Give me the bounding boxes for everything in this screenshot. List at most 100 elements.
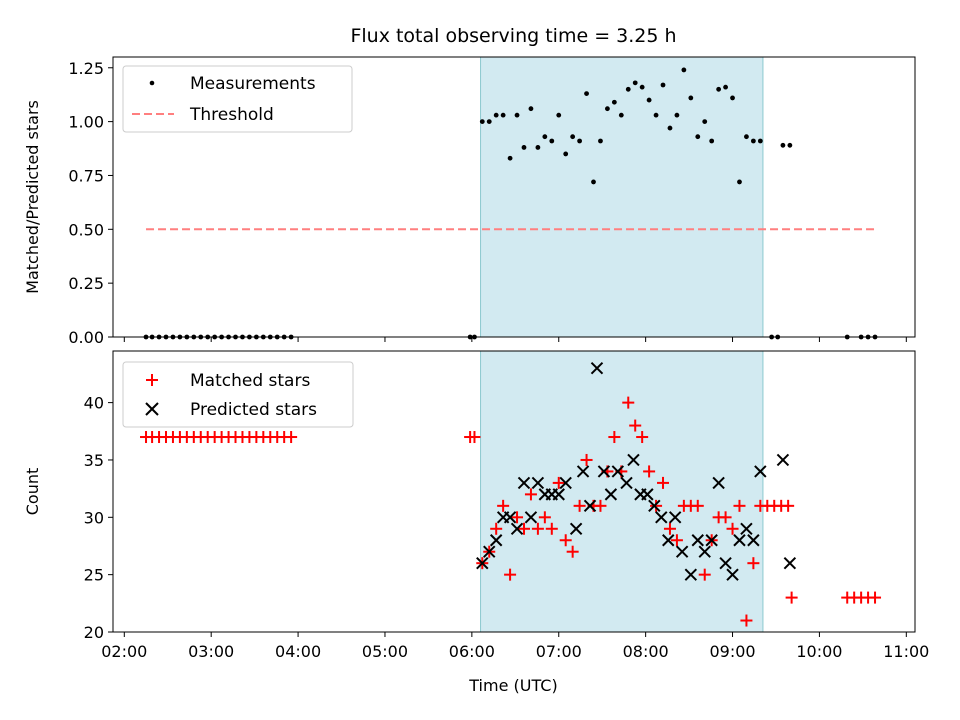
predicted-star-marker xyxy=(604,488,618,501)
predicted-star-marker xyxy=(510,522,524,535)
measurement-point xyxy=(584,91,589,97)
measurement-point xyxy=(535,145,541,150)
measurement-point xyxy=(723,84,728,90)
predicted-star-marker xyxy=(476,556,489,570)
top-axes-frame xyxy=(112,56,916,338)
matched-star-marker xyxy=(629,419,642,432)
measurement-point xyxy=(737,179,742,185)
measurement-point xyxy=(787,142,793,148)
observing-window-bottom xyxy=(480,350,764,633)
predicted-star-marker xyxy=(583,499,597,513)
predicted-star-marker xyxy=(754,465,767,478)
bottom-y-ticks: 20 25 30 35 40 xyxy=(84,394,113,642)
measurement-point xyxy=(507,155,513,161)
matched-star-marker xyxy=(719,511,732,524)
predicted-star-marker xyxy=(627,453,640,467)
predicted-star-marker xyxy=(747,534,760,547)
top-legend-box xyxy=(122,65,353,133)
predicted-star-marker xyxy=(531,476,545,490)
measurement-point xyxy=(632,80,638,86)
chart-title: Flux total observing time = 3.25 h xyxy=(350,25,676,47)
legend-threshold-label: Threshold xyxy=(189,105,274,125)
predicted-star-marker xyxy=(620,476,633,490)
y-tick-label: 25 xyxy=(84,566,104,585)
measurement-point xyxy=(591,179,596,185)
predicted-star-marker xyxy=(641,488,654,501)
x-tick-label: 05:00 xyxy=(362,642,408,661)
measurement-point xyxy=(780,142,786,148)
matched-star-marker xyxy=(524,488,537,501)
measurement-point xyxy=(730,95,735,101)
measurement-point xyxy=(570,134,576,140)
top-legend: Measurements Threshold xyxy=(122,65,353,133)
legend-measurement-marker xyxy=(149,80,155,86)
matched-star-marker xyxy=(573,499,586,512)
top-x-ticks xyxy=(123,337,907,342)
predicted-star-marker xyxy=(489,534,503,547)
predicted-star-marker xyxy=(776,453,790,467)
x-tick-label: 07:00 xyxy=(536,642,582,661)
bottom-legend-box xyxy=(122,361,354,428)
bottom-legend: Matched stars Predicted stars xyxy=(122,361,354,428)
predicted-star-marker xyxy=(705,534,718,547)
matched-star-marker xyxy=(650,499,663,512)
observing-window-top xyxy=(480,56,764,338)
matched-star-marker xyxy=(691,499,704,512)
x-axis-label: Time (UTC) xyxy=(468,676,557,695)
matched-star-marker xyxy=(511,511,524,524)
top-panel: 0.00 0.25 0.50 0.75 1.00 1.25 Matched/Predict… xyxy=(23,56,916,347)
top-y-axis-label: Matched/Predicted stars xyxy=(23,100,42,294)
measurement-point xyxy=(521,145,527,150)
y-tick-label: 30 xyxy=(84,508,104,527)
matched-star-marker xyxy=(782,499,795,512)
measurement-point xyxy=(667,125,673,131)
legend-matched-label: Matched stars xyxy=(190,371,310,391)
measurement-point xyxy=(716,86,722,92)
measurement-point xyxy=(674,112,680,118)
matched-star-marker xyxy=(747,557,760,570)
matched-star-marker xyxy=(285,431,298,444)
predicted-star-marker xyxy=(719,556,732,570)
predicted-star-marker xyxy=(655,511,668,524)
predicted-star-marker xyxy=(611,465,625,478)
matched-star-marker xyxy=(538,511,551,524)
matched-star-marker xyxy=(559,534,572,547)
x-tick-label: 08:00 xyxy=(623,642,669,661)
matched-star-marker xyxy=(698,568,711,581)
predicted-star-marker xyxy=(559,476,572,490)
matched-star-marker xyxy=(670,534,683,547)
measurement-point xyxy=(625,86,631,92)
measurement-point xyxy=(702,119,708,125)
y-tick-label: 40 xyxy=(84,394,104,413)
y-tick-label: 35 xyxy=(84,451,104,470)
measurement-point xyxy=(486,119,492,125)
predicted-star-marker xyxy=(783,556,797,570)
predicted-star-markers xyxy=(476,361,797,581)
matched-star-marker xyxy=(566,545,579,558)
y-tick-label: 0.75 xyxy=(68,166,104,185)
matched-star-marker xyxy=(552,476,565,489)
predicted-star-marker xyxy=(590,361,604,375)
predicted-star-marker xyxy=(569,522,583,535)
measurement-point xyxy=(611,99,617,105)
measurement-point xyxy=(681,67,687,73)
predicted-star-marker xyxy=(668,511,682,524)
matched-star-marker xyxy=(643,465,656,478)
predicted-star-marker xyxy=(698,545,711,558)
predicted-star-marker xyxy=(733,534,746,547)
matched-star-markers xyxy=(140,396,882,627)
y-tick-label: 1.25 xyxy=(68,59,104,78)
measurement-point xyxy=(618,112,624,118)
matched-star-marker xyxy=(733,499,746,512)
measurement-point xyxy=(695,134,701,140)
predicted-star-marker xyxy=(662,534,675,547)
x-tick-label: 11:00 xyxy=(883,642,929,661)
y-tick-label: 0.50 xyxy=(68,220,104,239)
measurement-point xyxy=(653,112,659,118)
measurement-point xyxy=(757,138,763,144)
legend-predicted-label: Predicted stars xyxy=(190,400,317,420)
predicted-star-marker xyxy=(517,476,531,490)
matched-star-marker xyxy=(740,614,753,627)
predicted-star-marker xyxy=(691,534,704,547)
predicted-star-marker xyxy=(740,522,753,535)
